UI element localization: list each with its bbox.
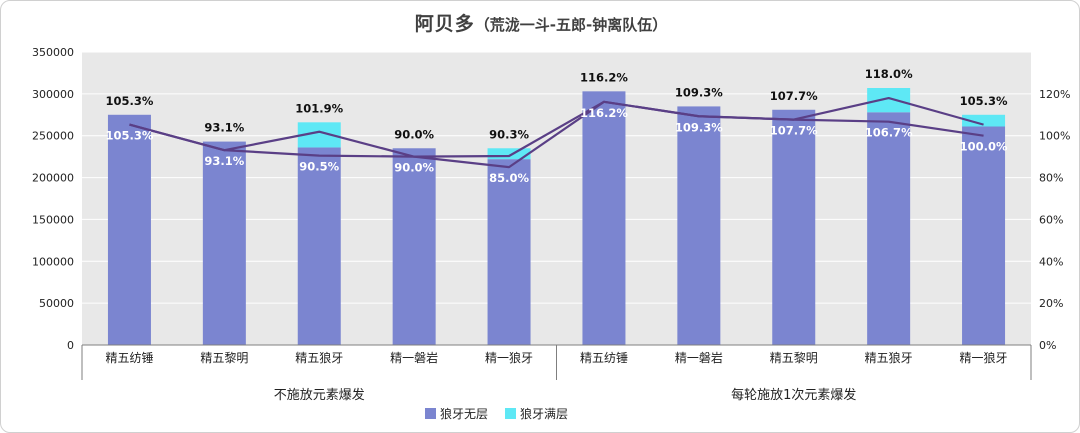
y-right-tick-label: 80% [1039,172,1063,185]
bar-狼牙满层 [867,87,911,113]
chart-title-main: 阿贝多 [414,13,475,35]
y-left-tick-label: 100000 [32,255,74,268]
bar-狼牙满层 [962,114,1006,127]
x-tick-label: 精五黎明 [200,351,248,365]
x-tick-label: 精五狼牙 [865,350,913,365]
y-right-tick-label: 0% [1039,339,1056,352]
data-label-top: 101.9% [295,101,343,115]
data-label-inner: 100.0% [960,140,1008,154]
group-label: 每轮施放1次元素爆发 [731,387,856,403]
y-left-tick-label: 350000 [32,46,74,59]
x-tick-label: 精一狼牙 [485,350,533,365]
chart-title: 阿贝多（荒泷一斗-五郎-钟离队伍） [1,9,1079,36]
series-line-base [129,100,984,169]
y-right-tick-label: 60% [1039,213,1063,226]
y-left-tick-label: 200000 [32,172,74,185]
data-label-top: 105.3% [960,94,1008,108]
bar-狼牙无层 [772,109,816,346]
y-right-tick-label: 20% [1039,297,1063,310]
y-right-tick-label: 120% [1039,88,1070,101]
bar-狼牙无层 [392,148,436,345]
data-label-inner: 105.3% [105,129,153,143]
series-line-top [129,96,984,158]
group-label: 不施放元素爆发 [274,387,365,403]
bar-狼牙无层 [582,91,626,346]
data-label-inner: 90.5% [299,160,339,174]
data-label-inner: 107.7% [770,124,818,138]
chart-subtitle: （荒泷一斗-五郎-钟离队伍） [474,16,668,34]
bar-狼牙无层 [677,106,721,346]
x-tick-label: 精五狼牙 [295,350,343,365]
x-tick-label: 精五纺锤 [580,350,628,365]
data-label-top: 105.3% [105,94,153,108]
y-left-tick-label: 0 [67,339,74,352]
data-label-top: 90.3% [489,127,529,141]
legend-label: 狼牙满层 [520,406,568,421]
data-label-top: 116.2% [580,70,628,84]
data-label-inner: 93.1% [204,154,244,168]
bar-狼牙无层 [962,126,1006,346]
data-label-inner: 116.2% [580,106,628,120]
x-tick-label: 精一磐岩 [390,350,438,365]
bar-狼牙无层 [202,141,246,345]
data-label-top: 109.3% [675,85,723,99]
y-left-tick-label: 250000 [32,130,74,143]
bar-狼牙无层 [867,112,911,345]
bar-狼牙无层 [487,159,531,345]
x-tick-label: 精一磐岩 [675,350,723,365]
bar-狼牙无层 [107,114,151,346]
legend-swatch [505,408,516,419]
legend-label: 狼牙无层 [440,406,488,421]
data-label-inner: 109.3% [675,120,723,134]
data-label-top: 118.0% [865,67,913,81]
y-right-tick-label: 100% [1039,130,1070,143]
data-label-inner: 90.0% [394,161,434,175]
y-left-tick-label: 50000 [39,297,74,310]
bar-狼牙无层 [297,147,341,345]
legend-swatch [425,408,436,419]
x-tick-label: 精一狼牙 [960,350,1008,365]
data-label-top: 90.0% [394,127,434,141]
y-right-tick-label: 40% [1039,255,1063,268]
data-label-top: 107.7% [770,89,818,103]
data-label-inner: 106.7% [865,126,913,140]
y-left-tick-label: 150000 [32,213,74,226]
bar-狼牙满层 [487,148,531,160]
data-label-top: 93.1% [204,121,244,135]
x-tick-label: 精五黎明 [770,351,818,365]
x-tick-label: 精五纺锤 [105,350,153,365]
data-label-inner: 85.0% [489,171,529,185]
y-left-tick-label: 300000 [32,88,74,101]
